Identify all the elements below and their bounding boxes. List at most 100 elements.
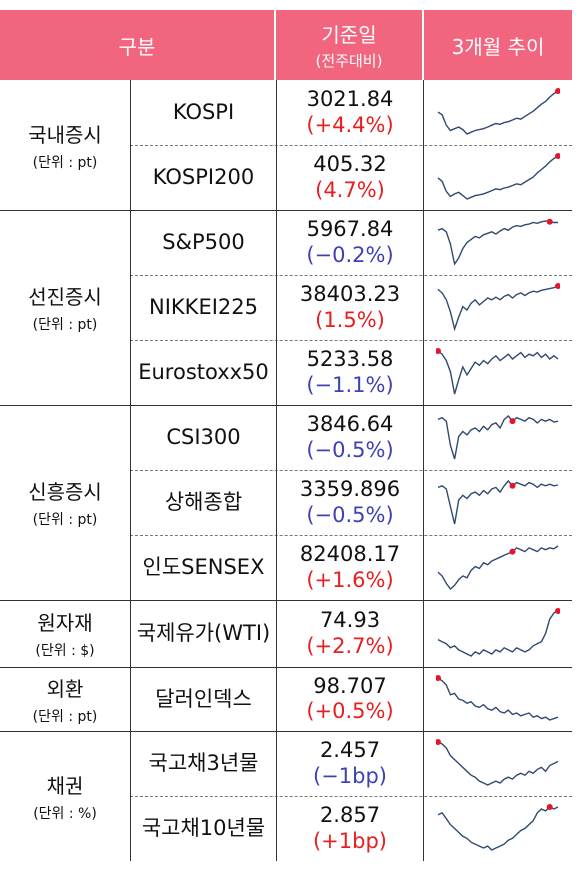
sparkline-path: [437, 90, 559, 135]
group-unit: (단위 : pt): [32, 317, 98, 333]
group-unit: (단위 : $): [35, 643, 95, 659]
index-value: 82408.17: [299, 542, 401, 567]
instrument-label: 국고채3년물: [148, 751, 259, 776]
instrument-label: KOSPI: [172, 100, 235, 125]
table-row: 인도SENSEX 82408.17 (+1.6%): [130, 535, 572, 600]
trend-sparkline-cell: [424, 405, 572, 470]
row-divider: [0, 210, 572, 211]
sparkline-path: [437, 415, 559, 460]
trend-sparkline-cell: [424, 796, 572, 861]
value-cell: 82408.17 (+1.6%): [276, 535, 424, 600]
table-row: S&P500 5967.84 (−0.2%): [130, 210, 572, 275]
value-cell: 5233.58 (−1.1%): [276, 340, 424, 405]
instrument-name: 국고채3년물: [130, 731, 276, 796]
row-divider: [0, 600, 572, 601]
trend-sparkline-cell: [424, 470, 572, 535]
weekly-change: (+4.4%): [306, 112, 394, 137]
sparkline-marker: [436, 739, 441, 745]
group-label: 국내증시 (단위 : pt): [0, 80, 130, 210]
instrument-label: 달러인덱스: [155, 686, 252, 711]
trend-sparkline: [437, 88, 560, 135]
sparkline-path: [437, 155, 559, 200]
table-row: 국고채10년물 2.857 (+1bp): [130, 796, 572, 861]
value-cell: 3846.64 (−0.5%): [276, 405, 424, 470]
instrument-label: 상해종합: [164, 490, 243, 515]
trend-sparkline: [436, 739, 559, 786]
instrument-name: 달러인덱스: [130, 667, 276, 731]
group-label: 선진증시 (단위 : pt): [0, 210, 130, 405]
table-row: CSI300 3846.64 (−0.5%): [130, 405, 572, 470]
weekly-change: (+0.5%): [306, 699, 394, 723]
trend-sparkline: [437, 415, 559, 460]
trend-sparkline-cell: [424, 145, 572, 210]
sparkline-path: [437, 545, 559, 591]
group-name: 신흥증시: [28, 480, 102, 504]
group-name: 채권: [46, 773, 84, 798]
sparkline-marker: [555, 88, 560, 94]
group-label: 외환 (단위 : pt): [0, 667, 130, 731]
sparkline-marker: [436, 348, 441, 354]
table-row: 국고채3년물 2.457 (−1bp): [130, 731, 572, 796]
sparkline-marker: [436, 675, 441, 681]
sparkline-path: [437, 806, 559, 851]
instrument-label: Eurostoxx50: [138, 360, 269, 385]
header-base-date: 기준일 (전주대비): [276, 10, 424, 80]
value-cell: 3021.84 (+4.4%): [276, 80, 424, 145]
instrument-label: 국고채10년물: [141, 816, 266, 841]
row-divider: [130, 145, 572, 146]
table-row: 상해종합 3359.896 (−0.5%): [130, 470, 572, 535]
weekly-change: (+1.6%): [306, 567, 394, 592]
sparkline-marker: [555, 283, 560, 289]
value-cell: 38403.23 (1.5%): [276, 275, 424, 340]
instrument-label: KOSPI200: [152, 165, 255, 190]
index-value: 2.457: [319, 738, 381, 763]
trend-sparkline-cell: [424, 667, 572, 731]
value-cell: 3359.896 (−0.5%): [276, 470, 424, 535]
index-value: 74.93: [319, 608, 381, 633]
table-row: 달러인덱스 98.707 (+0.5%): [130, 667, 572, 731]
instrument-label: 국제유가: [136, 621, 215, 646]
group-label: 채권 (단위 : %): [0, 731, 130, 861]
table-row: Eurostoxx50 5233.58 (−1.1%): [130, 340, 572, 405]
instrument-label: CSI300: [166, 425, 241, 450]
header-category: 구분: [0, 10, 276, 80]
group-label: 신흥증시 (단위 : pt): [0, 405, 130, 600]
trend-sparkline-cell: [424, 80, 572, 145]
trend-sparkline: [437, 479, 559, 525]
sparkline-marker: [555, 608, 560, 614]
weekly-change: (−0.5%): [306, 437, 394, 462]
table-row: 국제유가 (WTI) 74.93 (+2.7%): [130, 600, 572, 667]
table-row: KOSPI200 405.32 (4.7%): [130, 145, 572, 210]
sparkline-path: [437, 220, 558, 266]
row-divider: [0, 731, 572, 732]
sparkline-path: [437, 610, 559, 657]
group-name: 국내증시: [28, 122, 102, 147]
group-unit: (단위 : pt): [32, 154, 98, 171]
trend-sparkline-cell: [424, 275, 572, 340]
index-value: 3359.896: [299, 477, 401, 502]
row-divider: [0, 667, 572, 668]
instrument-name: 상해종합: [130, 470, 276, 535]
value-cell: 405.32 (4.7%): [276, 145, 424, 210]
trend-sparkline: [437, 804, 559, 851]
index-value: 98.707: [313, 673, 387, 698]
value-cell: 98.707 (+0.5%): [276, 667, 424, 731]
row-divider: [130, 470, 572, 471]
trend-sparkline: [437, 218, 558, 266]
value-cell: 2.857 (+1bp): [276, 796, 424, 861]
value-cell: 5967.84 (−0.2%): [276, 210, 424, 275]
sparkline-path: [437, 741, 559, 786]
index-value: 2.857: [319, 803, 381, 828]
index-value: 3846.64: [306, 412, 394, 437]
sparkline-path: [437, 677, 559, 721]
sparkline-path: [437, 285, 559, 332]
trend-sparkline: [437, 153, 560, 200]
sparkline-path: [437, 479, 559, 525]
trend-sparkline: [436, 348, 559, 395]
index-value: 5233.58: [306, 347, 394, 372]
row-divider: [0, 405, 572, 406]
instrument-name: Eurostoxx50: [130, 340, 276, 405]
weekly-change: (+1bp): [312, 828, 387, 853]
instrument-name: KOSPI200: [130, 145, 276, 210]
group-unit: (단위 : %): [33, 805, 97, 822]
